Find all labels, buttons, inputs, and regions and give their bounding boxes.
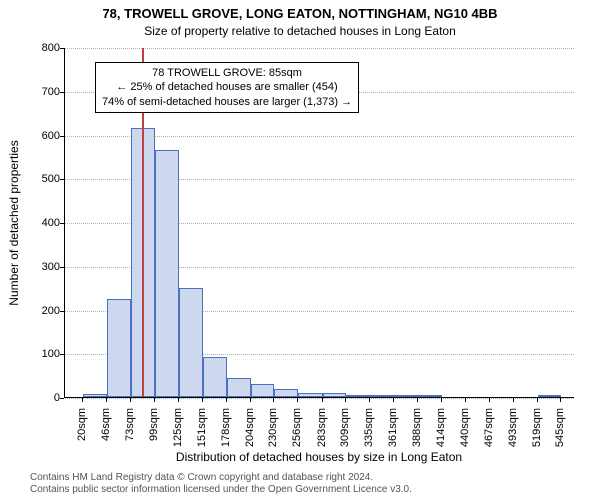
- y-tick-mark: [60, 354, 64, 355]
- histogram-bar: [418, 395, 442, 397]
- x-tick-mark: [202, 398, 203, 402]
- y-tick-mark: [60, 267, 64, 268]
- annotation-line3: 74% of semi-detached houses are larger (…: [102, 95, 352, 109]
- x-tick-mark: [273, 398, 274, 402]
- title-main: 78, TROWELL GROVE, LONG EATON, NOTTINGHA…: [0, 6, 600, 21]
- x-tick-mark: [489, 398, 490, 402]
- histogram-bar: [83, 394, 107, 398]
- x-tick-label: 256sqm: [291, 408, 303, 447]
- x-tick-mark: [369, 398, 370, 402]
- histogram-bar: [370, 395, 394, 397]
- x-axis-label: Distribution of detached houses by size …: [64, 450, 574, 464]
- y-tick-mark: [60, 398, 64, 399]
- x-tick-label: 361sqm: [387, 408, 399, 447]
- x-tick-mark: [417, 398, 418, 402]
- x-tick-label: 335sqm: [363, 408, 375, 447]
- histogram-bar: [298, 393, 323, 397]
- x-tick-mark: [345, 398, 346, 402]
- x-tick-label: 414sqm: [435, 408, 447, 447]
- x-tick-mark: [178, 398, 179, 402]
- x-tick-label: 125sqm: [172, 408, 184, 447]
- x-tick-label: 230sqm: [267, 408, 279, 447]
- gridline: [65, 48, 574, 49]
- x-tick-label: 178sqm: [220, 408, 232, 447]
- x-tick-mark: [322, 398, 323, 402]
- y-tick-label: 700: [24, 86, 60, 98]
- x-tick-mark: [441, 398, 442, 402]
- x-tick-label: 493sqm: [507, 408, 519, 447]
- histogram-bar: [251, 384, 275, 397]
- footer-credit: Contains HM Land Registry data © Crown c…: [30, 472, 412, 496]
- histogram-bar: [538, 395, 562, 397]
- x-tick-label: 519sqm: [531, 408, 543, 447]
- x-tick-label: 283sqm: [316, 408, 328, 447]
- y-tick-label: 800: [24, 42, 60, 54]
- y-tick-mark: [60, 48, 64, 49]
- x-tick-label: 151sqm: [196, 408, 208, 447]
- histogram-bar: [227, 378, 251, 397]
- x-tick-mark: [297, 398, 298, 402]
- footer-line2: Contains public sector information licen…: [30, 484, 412, 496]
- x-tick-mark: [226, 398, 227, 402]
- y-tick-label: 100: [24, 348, 60, 360]
- x-tick-mark: [130, 398, 131, 402]
- histogram-bar: [107, 299, 132, 397]
- y-tick-mark: [60, 223, 64, 224]
- y-tick-label: 200: [24, 305, 60, 317]
- annotation-line1: 78 TROWELL GROVE: 85sqm: [102, 66, 352, 80]
- y-tick-label: 600: [24, 130, 60, 142]
- histogram-bar: [394, 395, 419, 397]
- x-tick-label: 73sqm: [124, 408, 136, 441]
- x-tick-mark: [250, 398, 251, 402]
- x-tick-label: 46sqm: [100, 408, 112, 441]
- x-tick-mark: [82, 398, 83, 402]
- x-tick-label: 545sqm: [554, 408, 566, 447]
- annotation-line2: ← 25% of detached houses are smaller (45…: [102, 80, 352, 94]
- x-tick-label: 440sqm: [459, 408, 471, 447]
- gridline: [65, 398, 574, 399]
- histogram-bar: [179, 288, 203, 397]
- x-tick-mark: [537, 398, 538, 402]
- histogram-bar: [323, 393, 347, 397]
- footer-line1: Contains HM Land Registry data © Crown c…: [30, 472, 412, 484]
- x-tick-mark: [106, 398, 107, 402]
- y-tick-label: 500: [24, 173, 60, 185]
- annotation-box: 78 TROWELL GROVE: 85sqm ← 25% of detache…: [95, 62, 359, 113]
- x-tick-label: 99sqm: [148, 408, 160, 441]
- y-tick-mark: [60, 136, 64, 137]
- x-tick-label: 309sqm: [339, 408, 351, 447]
- histogram-bar: [203, 357, 228, 397]
- y-axis-label: Number of detached properties: [7, 140, 21, 305]
- chart-container: 78, TROWELL GROVE, LONG EATON, NOTTINGHA…: [0, 0, 600, 500]
- x-tick-mark: [393, 398, 394, 402]
- y-tick-label: 400: [24, 217, 60, 229]
- y-tick-mark: [60, 92, 64, 93]
- histogram-bar: [274, 389, 298, 397]
- x-tick-label: 467sqm: [483, 408, 495, 447]
- y-tick-mark: [60, 311, 64, 312]
- histogram-bar: [346, 395, 370, 397]
- x-tick-label: 20sqm: [76, 408, 88, 441]
- x-tick-label: 388sqm: [411, 408, 423, 447]
- x-tick-label: 204sqm: [244, 408, 256, 447]
- y-tick-label: 300: [24, 261, 60, 273]
- x-tick-mark: [513, 398, 514, 402]
- x-tick-mark: [465, 398, 466, 402]
- y-tick-label: 0: [24, 392, 60, 404]
- x-tick-mark: [560, 398, 561, 402]
- x-tick-mark: [154, 398, 155, 402]
- title-sub: Size of property relative to detached ho…: [0, 24, 600, 38]
- histogram-bar: [155, 150, 179, 397]
- y-tick-mark: [60, 179, 64, 180]
